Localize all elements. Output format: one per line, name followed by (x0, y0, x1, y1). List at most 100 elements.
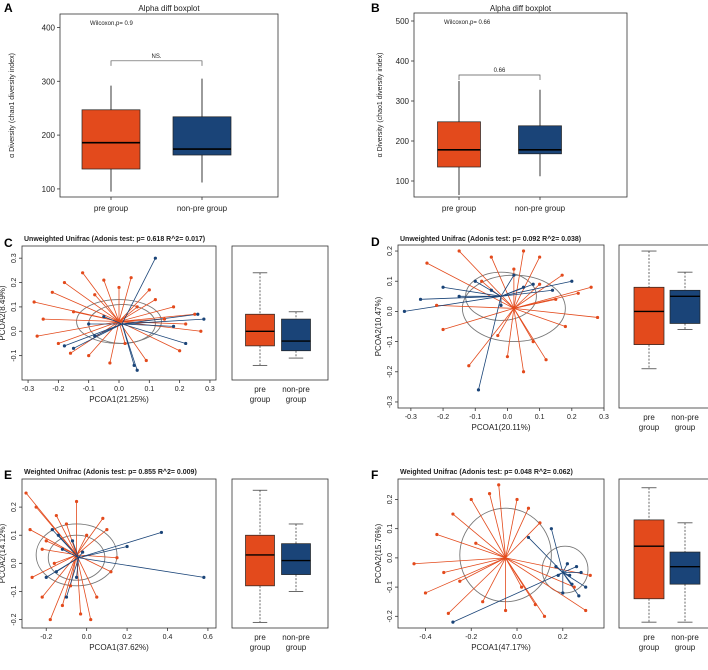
point-pre-group (487, 492, 492, 496)
point-pre-group (199, 329, 203, 333)
spider-line (513, 286, 592, 309)
spider-line (56, 557, 79, 573)
point-pre-group (81, 271, 85, 275)
spider-line (562, 572, 586, 588)
point-pre-group (95, 595, 99, 599)
x-tick-label: 0.4 (163, 634, 173, 641)
point-non-pre-group (441, 285, 445, 289)
spider-line (121, 323, 138, 371)
y-tick-label: -0.1 (11, 349, 18, 361)
point-non-pre-group (521, 285, 526, 289)
y-tick-label: -0.3 (387, 396, 394, 408)
point-pre-group (588, 573, 592, 578)
x-tick-label-line: group (286, 643, 307, 652)
point-non-pre-group (554, 565, 558, 569)
panel-label: B (371, 1, 380, 15)
spider-line (121, 258, 156, 325)
box-pre-group (245, 313, 275, 347)
y-tick-label: 500 (396, 17, 410, 26)
spider-line (413, 557, 506, 565)
x-tick-label: -0.3 (405, 414, 417, 421)
point-pre-group (32, 300, 36, 304)
point-non-pre-group (159, 530, 164, 535)
boxplot-frame (231, 478, 329, 629)
spider-line (490, 256, 515, 309)
point-pre-group (41, 317, 45, 321)
x-tick-label-line: pre (643, 633, 655, 642)
point-pre-group (538, 282, 542, 286)
spider-line (103, 279, 120, 322)
x-tick-label: -0.4 (419, 634, 431, 641)
spider-line (475, 542, 506, 559)
spider-line (505, 557, 536, 605)
spider-line (459, 557, 506, 582)
spider-line (452, 513, 506, 559)
point-pre-group (538, 255, 542, 259)
point-pre-group (54, 513, 58, 518)
point-non-pre-group (184, 341, 188, 346)
point-pre-group (538, 521, 542, 525)
spider-line (103, 316, 123, 325)
y-tick-label: -0.1 (387, 335, 394, 347)
point-non-pre-group (499, 303, 503, 307)
x-tick-label: -0.1 (469, 414, 481, 421)
spider-line (58, 321, 120, 344)
point-pre-group (572, 585, 576, 589)
spider-line (76, 535, 88, 556)
point-non-pre-group (418, 297, 423, 301)
spider-line (425, 557, 506, 594)
point-non-pre-group (87, 322, 91, 326)
x-tick-label: -0.1 (83, 386, 95, 393)
point-pre-group (50, 290, 54, 294)
point-pre-group (480, 279, 484, 283)
point-pre-group (584, 608, 588, 613)
spider-line (49, 554, 77, 620)
test-label: Wilcoxon,p= 0.9 (90, 21, 134, 27)
point-pre-group (505, 355, 510, 359)
significance-bracket (110, 60, 203, 66)
x-tick-label: -0.2 (52, 386, 64, 393)
point-pre-group (109, 570, 113, 574)
y-tick-label: 0.1 (11, 530, 18, 540)
y-axis-label: PCOA2(14.12%) (0, 523, 7, 583)
point-non-pre-group (489, 288, 493, 292)
x-tick-label: -0.2 (40, 634, 52, 641)
plot-frame (397, 244, 605, 409)
spider-line (118, 277, 132, 322)
boxplot-frame (618, 244, 708, 409)
point-non-pre-group (526, 535, 531, 540)
significance-label: NS. (151, 54, 161, 60)
spider-line (43, 318, 120, 322)
point-pre-group (512, 267, 516, 271)
x-tick-label: non-pre group (282, 633, 310, 652)
boxplot-frame (618, 478, 708, 629)
panel-label: F (371, 468, 378, 482)
y-tick-label: -0.2 (387, 366, 394, 378)
x-tick-label-line: pre (254, 385, 266, 394)
spider-line (73, 323, 123, 349)
spider-line (513, 283, 540, 309)
point-pre-group (117, 285, 121, 290)
point-non-pre-group (62, 344, 67, 348)
x-tick-label: non-pre group (177, 204, 228, 213)
spider-line (118, 321, 186, 325)
spider-line (118, 306, 174, 322)
point-pre-group (162, 317, 167, 321)
point-pre-group (563, 324, 567, 329)
point-pre-group (521, 249, 526, 253)
y-tick-label: 400 (42, 23, 56, 32)
y-tick-label: 0.3 (11, 253, 18, 263)
point-non-pre-group (54, 570, 58, 574)
spider-line (562, 566, 577, 573)
plot-frame (59, 13, 279, 198)
point-non-pre-group (135, 368, 139, 372)
x-tick-label-line: pre (254, 633, 266, 642)
point-pre-group (34, 505, 38, 509)
x-tick-label-line: group (675, 643, 696, 652)
y-tick-label: -0.1 (11, 585, 18, 597)
spider-line (505, 557, 586, 611)
spider-line (55, 515, 77, 556)
point-pre-group (24, 491, 28, 495)
x-tick-label-line: group (675, 423, 696, 432)
y-axis-label: α Diversity (chao1 diversity index) (377, 53, 384, 158)
